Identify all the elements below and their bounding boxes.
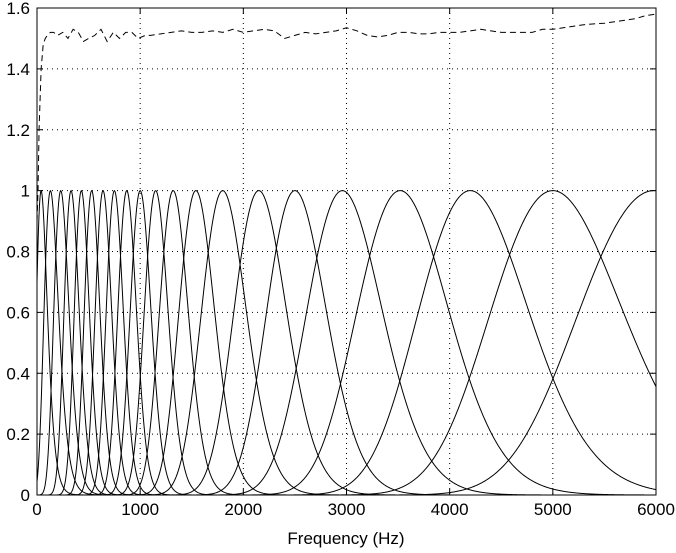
filter-curve xyxy=(37,190,656,495)
x-tick-label: 2000 xyxy=(224,500,262,519)
y-tick-label: 0.4 xyxy=(6,364,30,383)
filter-curve xyxy=(37,190,656,495)
series-group xyxy=(37,13,656,222)
x-tick-label: 4000 xyxy=(431,500,469,519)
x-axis-label: Frequency (Hz) xyxy=(287,529,404,548)
filter-curve xyxy=(37,190,656,495)
x-tick-label: 6000 xyxy=(637,500,675,519)
series-line-sum xyxy=(37,13,656,222)
y-tick-label: 1.2 xyxy=(6,121,30,140)
x-tick-label: 3000 xyxy=(328,500,366,519)
y-tick-label: 0 xyxy=(21,486,30,505)
filter-curve xyxy=(37,189,656,495)
grid xyxy=(37,8,656,495)
x-axis-ticks: 0 1000 2000 3000 4000 5000 6000 xyxy=(32,8,675,519)
y-tick-label: 0.6 xyxy=(6,303,30,322)
y-tick-label: 1 xyxy=(21,182,30,201)
x-tick-label: 1000 xyxy=(121,500,159,519)
x-tick-label: 5000 xyxy=(534,500,572,519)
filter-curve xyxy=(37,190,656,495)
filter-curve xyxy=(37,190,656,495)
x-tick-label: 0 xyxy=(32,500,41,519)
y-tick-label: 1.6 xyxy=(6,0,30,18)
y-tick-label: 1.4 xyxy=(6,60,30,79)
y-tick-label: 0.8 xyxy=(6,243,30,262)
y-tick-label: 0.2 xyxy=(6,425,30,444)
y-axis-ticks: 0 0.2 0.4 0.6 0.8 1 1.2 1.4 1.6 xyxy=(6,0,656,505)
